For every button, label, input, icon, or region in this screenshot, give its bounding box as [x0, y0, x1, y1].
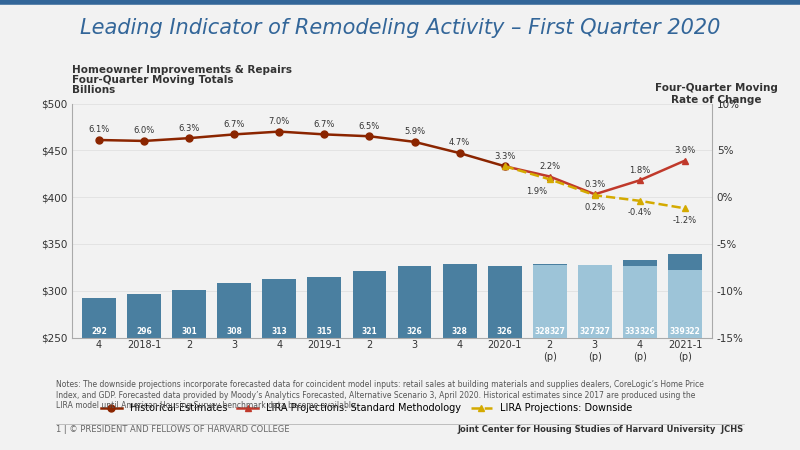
Bar — [218, 283, 251, 450]
Text: 5.9%: 5.9% — [404, 127, 425, 136]
Text: 326: 326 — [639, 327, 655, 336]
Text: 7.0%: 7.0% — [269, 117, 290, 126]
Text: Homeowner Improvements & Repairs: Homeowner Improvements & Repairs — [72, 65, 292, 75]
Text: 339: 339 — [670, 327, 686, 336]
Bar — [623, 260, 657, 450]
Text: 2.2%: 2.2% — [539, 162, 560, 171]
Text: 6.1%: 6.1% — [89, 126, 110, 135]
Text: -0.4%: -0.4% — [628, 208, 652, 217]
Text: 6.7%: 6.7% — [314, 120, 335, 129]
Bar — [533, 265, 566, 450]
Bar — [488, 266, 522, 450]
Text: 327: 327 — [549, 327, 565, 336]
Text: 321: 321 — [362, 327, 378, 336]
Text: 4.7%: 4.7% — [449, 139, 470, 148]
Text: Billions: Billions — [72, 86, 115, 95]
Bar — [442, 265, 477, 450]
Bar — [307, 277, 342, 450]
Bar — [668, 270, 702, 450]
Text: 313: 313 — [271, 327, 287, 336]
Bar — [398, 266, 431, 450]
Bar — [578, 266, 612, 450]
Text: 326: 326 — [497, 327, 513, 336]
Text: 0.3%: 0.3% — [584, 180, 606, 189]
Bar — [578, 266, 612, 450]
Bar — [262, 279, 296, 450]
Bar — [82, 298, 116, 450]
Text: 327: 327 — [594, 327, 610, 336]
Text: 328: 328 — [452, 327, 467, 336]
Text: -1.2%: -1.2% — [673, 216, 697, 225]
Text: Joint Center for Housing Studies of Harvard University  JCHS: Joint Center for Housing Studies of Harv… — [458, 425, 744, 434]
Text: 6.5%: 6.5% — [359, 122, 380, 130]
Text: 3.3%: 3.3% — [494, 152, 515, 161]
Text: 0.2%: 0.2% — [584, 202, 606, 211]
Text: 328: 328 — [534, 327, 550, 336]
Text: 292: 292 — [91, 327, 107, 336]
Text: 1.8%: 1.8% — [630, 166, 650, 175]
Text: Leading Indicator of Remodeling Activity – First Quarter 2020: Leading Indicator of Remodeling Activity… — [80, 18, 720, 38]
Bar — [127, 294, 161, 450]
Text: 6.0%: 6.0% — [134, 126, 154, 135]
Text: Rate of Change: Rate of Change — [670, 95, 762, 105]
Bar — [623, 266, 657, 450]
Text: Four-Quarter Moving Totals: Four-Quarter Moving Totals — [72, 75, 234, 85]
Bar — [172, 290, 206, 450]
Text: 1 | © PRESIDENT AND FELLOWS OF HARVARD COLLEGE: 1 | © PRESIDENT AND FELLOWS OF HARVARD C… — [56, 425, 290, 434]
Bar — [668, 254, 702, 450]
Legend: Historical Estimates, LIRA Projections: Standard Methodology, LIRA Projections: : Historical Estimates, LIRA Projections: … — [97, 399, 636, 417]
Text: 326: 326 — [406, 327, 422, 336]
Text: 308: 308 — [226, 327, 242, 336]
Text: Notes: The downside projections incorporate forecasted data for coincident model: Notes: The downside projections incorpor… — [56, 380, 704, 410]
Bar — [533, 266, 566, 450]
Text: 333: 333 — [625, 327, 641, 336]
Text: 1.9%: 1.9% — [526, 187, 546, 196]
Text: 6.7%: 6.7% — [223, 120, 245, 129]
Text: 322: 322 — [684, 327, 700, 336]
Text: Four-Quarter Moving: Four-Quarter Moving — [654, 83, 778, 93]
Text: 315: 315 — [317, 327, 332, 336]
Text: 3.9%: 3.9% — [674, 146, 695, 155]
Text: 301: 301 — [182, 327, 197, 336]
Text: 6.3%: 6.3% — [178, 123, 200, 132]
Text: 296: 296 — [136, 327, 152, 336]
Text: 327: 327 — [580, 327, 595, 336]
Bar — [353, 271, 386, 450]
